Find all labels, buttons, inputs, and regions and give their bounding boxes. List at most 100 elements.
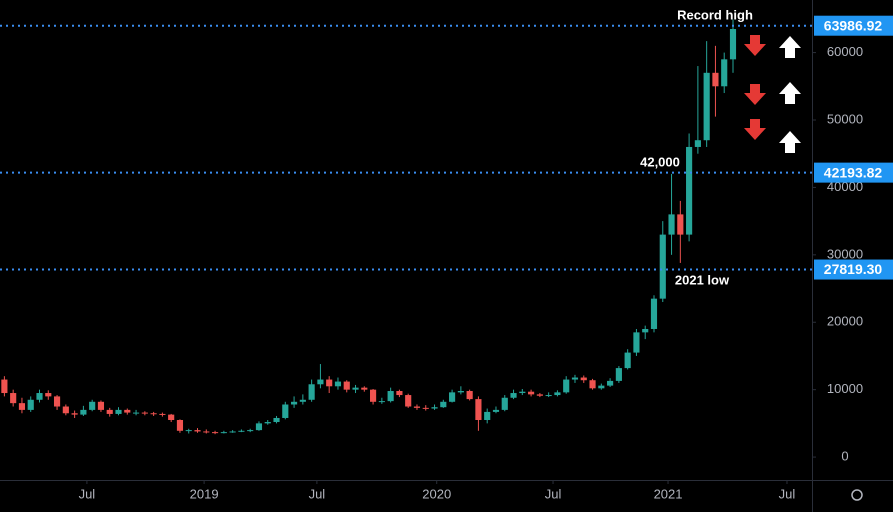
candle-body: [203, 431, 210, 433]
candle-body: [370, 389, 377, 402]
candle-body: [536, 394, 543, 396]
y-tick-label: 60000: [827, 44, 863, 59]
candle-body: [255, 423, 263, 431]
candle-body: [291, 401, 298, 405]
candle-body: [89, 401, 96, 410]
candle-body: [396, 391, 403, 396]
candle-body: [211, 432, 219, 434]
candle-body: [334, 381, 342, 387]
candle-body: [545, 395, 552, 397]
plot-area: [1, 19, 737, 435]
candle-body: [431, 407, 438, 409]
candle-body: [80, 409, 87, 415]
down-arrow: [744, 119, 766, 140]
x-tick-label: Jul: [779, 486, 796, 501]
level-label-box: [814, 162, 893, 183]
candle-body: [361, 387, 368, 390]
y-tick-label: 50000: [827, 111, 863, 126]
candle-body: [668, 214, 675, 235]
candle-body: [501, 397, 508, 410]
x-tick-label: 2021: [654, 486, 683, 501]
candle-body: [677, 214, 684, 235]
down-arrow: [744, 84, 766, 105]
up-arrow: [779, 131, 801, 153]
x-tick-label: Jul: [79, 486, 96, 501]
candle-body: [220, 432, 227, 434]
candle-body: [440, 401, 447, 408]
candle-body: [264, 422, 271, 424]
annotation: 42,000: [640, 154, 680, 169]
candle-body: [352, 387, 359, 390]
candle-body: [238, 430, 245, 432]
candle-body: [580, 377, 587, 381]
candle-body: [721, 59, 728, 87]
y-tick-label: 10000: [827, 381, 863, 396]
candle-body: [484, 411, 491, 420]
candle-body: [282, 404, 289, 418]
candle-body: [229, 431, 236, 433]
settings-icon[interactable]: [851, 489, 863, 501]
candle-body: [45, 393, 52, 397]
candle-body: [449, 392, 456, 402]
candle-body: [729, 28, 737, 60]
candle-body: [185, 430, 192, 432]
candle-body: [405, 395, 412, 407]
candle-body: [106, 409, 113, 414]
candle-body: [457, 391, 464, 393]
x-tick-label: Jul: [309, 486, 326, 501]
candle-body: [308, 384, 315, 400]
y-tick-label: 30000: [827, 246, 863, 261]
settings-gear[interactable]: [851, 489, 863, 501]
down-arrow: [744, 35, 766, 56]
up-arrow: [779, 82, 801, 104]
candle-body: [466, 391, 473, 400]
candle-body: [115, 409, 122, 414]
level-label-box: [814, 259, 893, 280]
candle-body: [492, 409, 500, 412]
candle-body: [615, 368, 622, 381]
level-label: 27819.30: [824, 261, 883, 277]
candle-body: [317, 379, 324, 385]
candle-body: [132, 412, 140, 414]
candle-body: [53, 396, 61, 407]
candle-body: [97, 401, 105, 410]
candle-body: [650, 298, 658, 329]
candle-body: [159, 413, 166, 415]
candle-body: [624, 352, 631, 369]
candle-body: [247, 430, 254, 432]
candle-body: [519, 391, 526, 394]
candle-body: [36, 393, 43, 400]
candle-body: [176, 420, 184, 431]
candle-body: [10, 393, 17, 404]
candle-body: [642, 328, 649, 333]
candle-body: [150, 413, 157, 415]
x-tick-label: 2019: [190, 486, 219, 501]
candle-body: [528, 391, 535, 395]
y-tick-label: 0: [841, 449, 848, 464]
candle-body: [378, 401, 385, 403]
candle-body: [563, 379, 570, 393]
y-tick-label: 20000: [827, 314, 863, 329]
candle-body: [554, 392, 561, 396]
candle-body: [18, 403, 26, 410]
level-label-box: [814, 15, 893, 36]
candle-body: [659, 234, 666, 299]
signal-arrows: [744, 35, 801, 153]
level-label: 63986.92: [824, 17, 883, 33]
candle-body: [607, 380, 614, 386]
annotation: Record high: [677, 7, 753, 22]
candle-body: [686, 146, 693, 235]
candle-body: [475, 399, 482, 420]
candle-body: [27, 399, 34, 410]
candle-body: [413, 406, 421, 408]
candle-body: [194, 430, 201, 432]
x-tick-label: 2020: [422, 486, 451, 501]
candle-body: [387, 391, 394, 402]
candle-body: [141, 412, 148, 414]
candle-body: [633, 332, 640, 353]
annotation: 2021 low: [675, 272, 730, 287]
up-arrow: [779, 36, 801, 58]
candle-body: [694, 140, 701, 147]
candle-body: [712, 72, 719, 87]
